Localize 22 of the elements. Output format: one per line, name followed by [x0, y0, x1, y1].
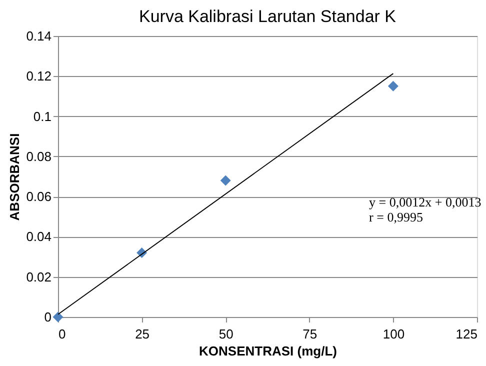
y-tick-label: 0.08 — [26, 148, 52, 164]
chart-title: Kurva Kalibrasi Larutan Standar K — [138, 7, 397, 26]
y-tick-label: 0.04 — [26, 229, 52, 244]
x-tick-label: 50 — [218, 326, 234, 342]
x-tick-label: 75 — [302, 326, 318, 342]
y-tick-label: 0.02 — [26, 269, 52, 284]
x-tick-label: 125 — [456, 326, 478, 342]
x-tick-label: 0 — [58, 326, 66, 342]
point — [220, 175, 231, 186]
annotation: y = 0,0012x + 0,0013 — [369, 194, 482, 210]
point — [388, 80, 398, 92]
x-axis-title: KONSENTRASI (mg/L) — [199, 344, 337, 358]
y-tick-label: 0 — [44, 310, 52, 324]
x-tick-label: 25 — [135, 326, 150, 342]
annotation: r = 0,9995 — [369, 210, 423, 225]
y-tick-label: 0.06 — [26, 189, 52, 204]
x-tick-label: 100 — [382, 326, 405, 342]
y-axis-title: ABSORBANSI — [7, 133, 22, 221]
y-tick-label: 0.14 — [26, 28, 52, 44]
y-tick-label: 0.1 — [33, 108, 52, 124]
point — [52, 312, 64, 322]
y-tick-label: 0.12 — [26, 68, 52, 84]
